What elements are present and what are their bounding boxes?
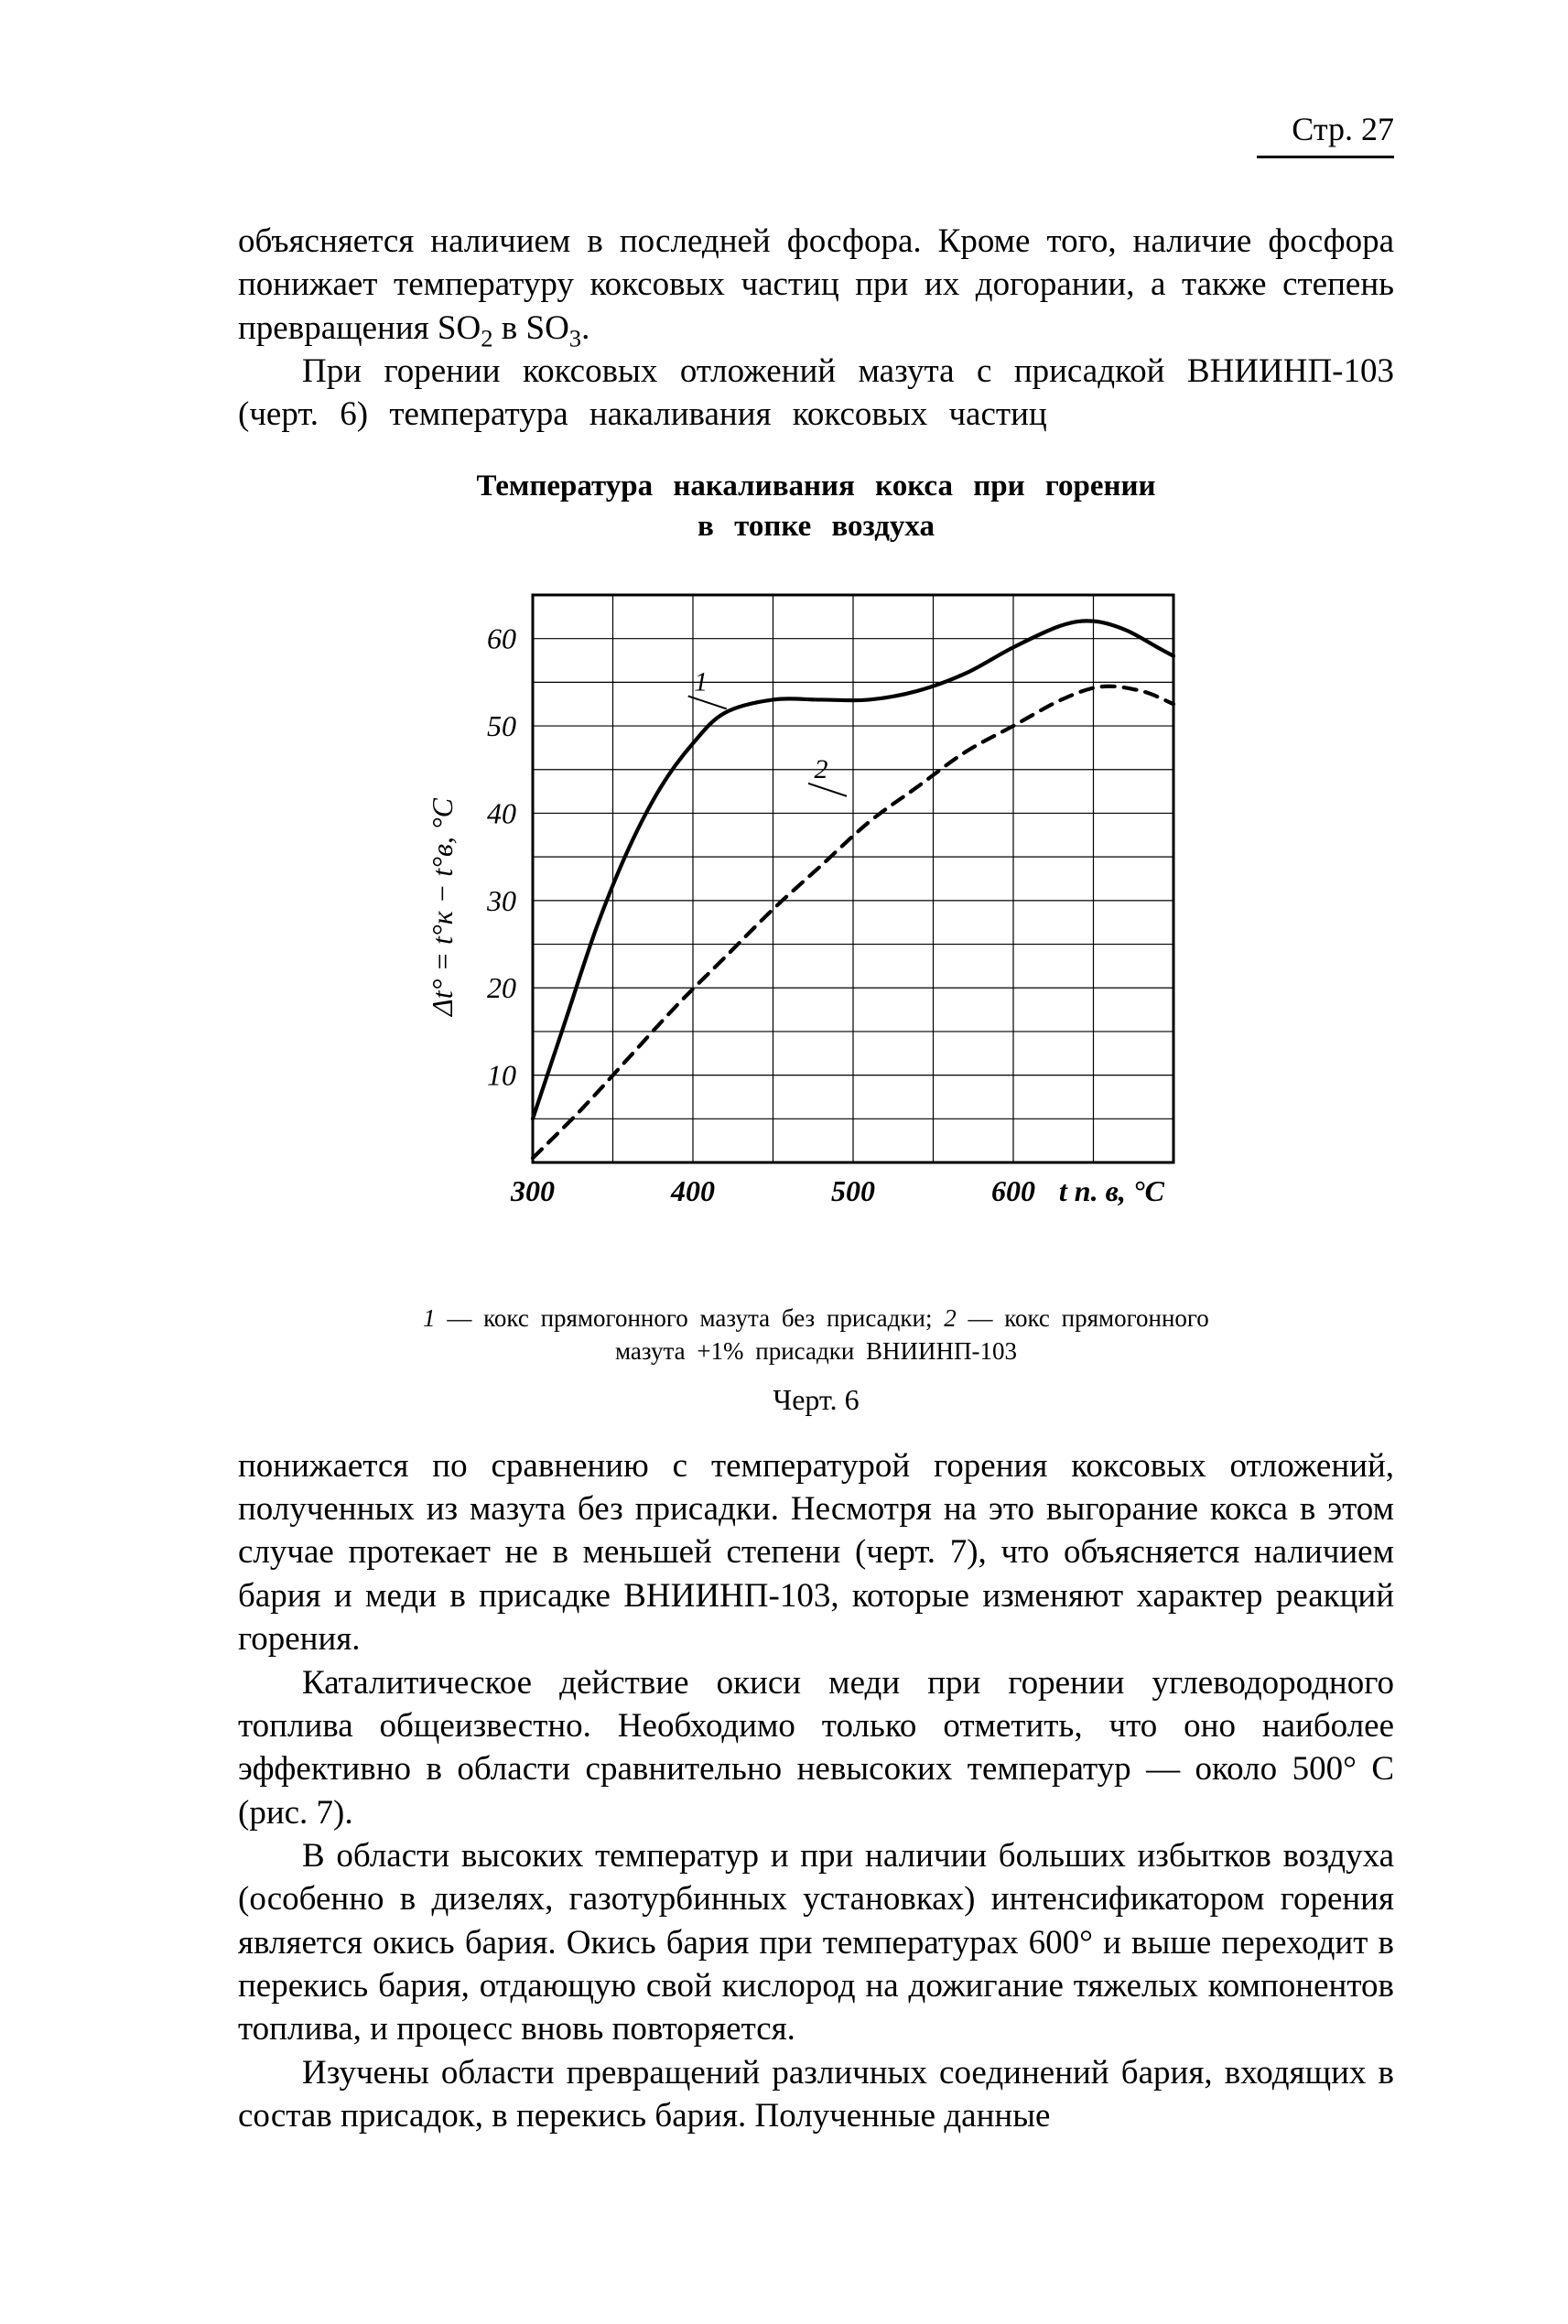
page: Стр. 27 объясняется наличием в последней… [0,0,1568,2324]
svg-text:40: 40 [487,796,516,829]
svg-text:60: 60 [487,622,516,655]
svg-text:500: 500 [831,1174,875,1207]
svg-text:400: 400 [670,1174,715,1207]
chart-svg: 10 20 30 40 50 60 300 400 500 600 t п. в, °C Δt° = … [414,567,1219,1281]
para-1: объясняется наличием в последней фосфора… [238,220,1394,350]
para-6: Изучены области превращений различных со… [238,2051,1394,2138]
series-2-label: 2 [814,754,827,784]
para-5: В области высоких температур и при налич… [238,1834,1394,2051]
para-3: понижается по сравнению с температурой г… [238,1444,1394,1661]
svg-text:600: 600 [991,1174,1035,1207]
body-text: объясняется наличием в последней фосфора… [238,220,1394,2137]
chart-legend: 1 — кокс прямогонного мазута без присадк… [405,1302,1228,1368]
page-number-underline [1257,156,1394,158]
chart-title-line2: в топке воздуха [238,506,1394,547]
svg-text:20: 20 [487,971,516,1004]
svg-text:30: 30 [486,884,516,917]
svg-text:300: 300 [510,1174,555,1207]
chart-figure: 10 20 30 40 50 60 300 400 500 600 t п. в, °C Δt° = … [405,567,1228,1419]
svg-text:50: 50 [487,709,516,742]
svg-text:10: 10 [487,1059,516,1092]
page-number-text: Стр. 27 [1292,111,1394,147]
svg-text:t п. в, °C: t п. в, °C [1058,1174,1164,1207]
chart-title-line1: Температура накаливания кокса при горени… [238,466,1394,507]
chart-caption: Черт. 6 [773,1381,859,1419]
chart-title: Температура накаливания кокса при горени… [238,466,1394,547]
para-2: При горении коксовых отложений мазута с … [238,350,1394,437]
svg-text:Δt° = t°к − t°в, °C: Δt° = t°к − t°в, °C [426,797,459,1018]
page-number: Стр. 27 [1257,108,1394,158]
para-4: Каталитическое действие окиси меди при г… [238,1661,1394,1834]
series-1-label: 1 [694,666,708,697]
